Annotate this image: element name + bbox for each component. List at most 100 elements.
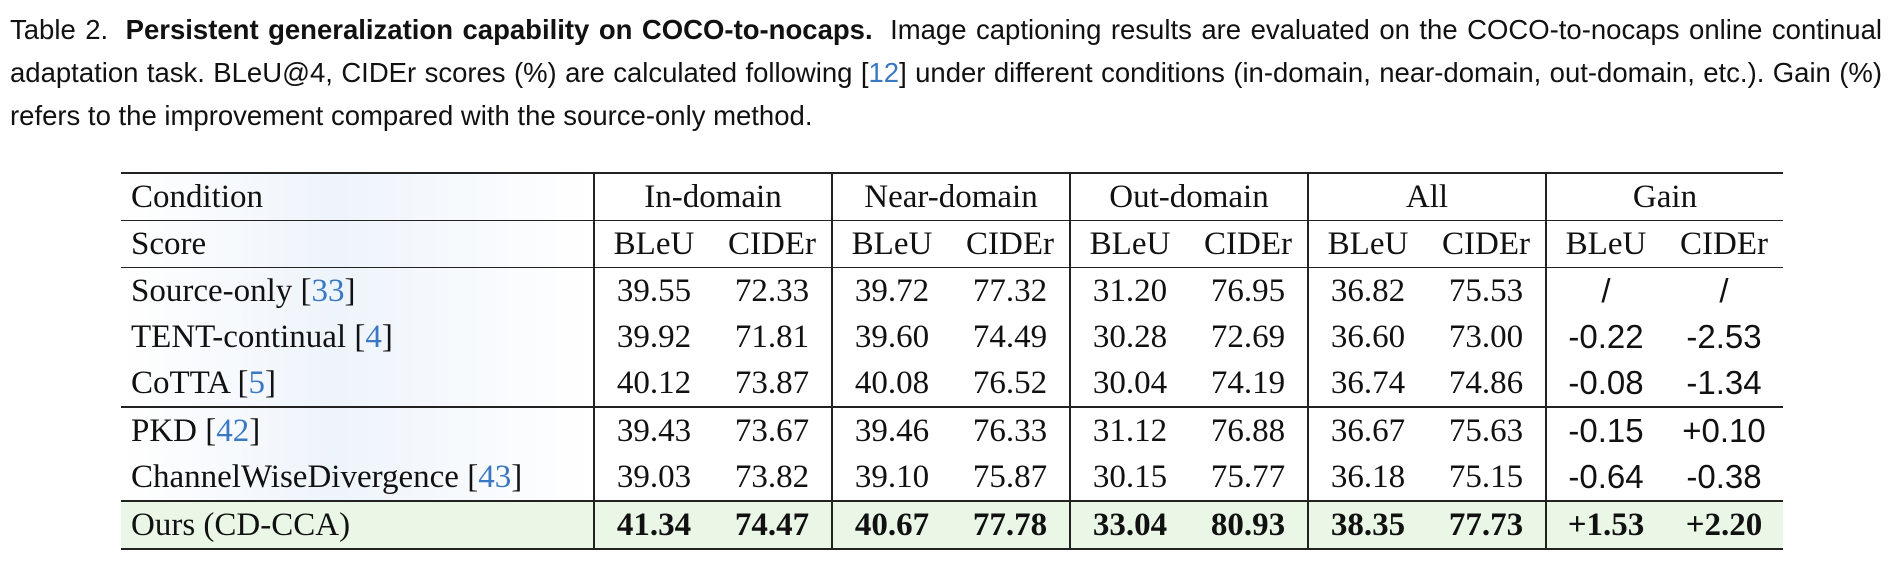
caption-label: Table 2. xyxy=(10,14,109,45)
cell-out-cider: 72.69 xyxy=(1210,319,1286,355)
row-condition: ChannelWiseDivergence [43] xyxy=(121,454,594,501)
cell-in-cider: 73.67 xyxy=(713,406,832,454)
row-condition: Source-only [33] xyxy=(121,267,594,314)
cell-in-cider: 73.82 xyxy=(734,459,810,495)
cell-all-cider: 77.73 xyxy=(1427,500,1546,550)
cell-all-cider: 75.15 xyxy=(1448,459,1524,495)
caption-text-part2: ] under different conditions (in-domain,… xyxy=(10,57,1882,131)
cell-near-cider: 77.78 xyxy=(951,500,1070,550)
cell-gain-cider: / xyxy=(1719,272,1729,309)
row-condition: CoTTA [5] xyxy=(121,360,594,407)
method-citation-link[interactable]: 4 xyxy=(365,319,382,355)
cell-out-cider: 75.77 xyxy=(1210,459,1286,495)
method-name: ChannelWiseDivergence xyxy=(131,459,468,495)
table-row: CoTTA [5] 40.12 73.87 40.08 76.52 30.04 … xyxy=(121,360,1783,407)
header-score: Score xyxy=(121,220,594,268)
cell-out-bleu: 30.04 xyxy=(1069,360,1189,407)
cell-in-cider: 73.87 xyxy=(734,365,810,401)
table-row-ours: Ours (CD-CCA) 41.34 74.47 40.67 77.78 33… xyxy=(121,500,1783,550)
cell-all-bleu: 36.82 xyxy=(1307,267,1427,314)
cell-out-bleu: 31.20 xyxy=(1069,267,1189,314)
method-citation-link[interactable]: 42 xyxy=(216,413,250,449)
cell-gain-bleu: -0.64 xyxy=(1545,454,1665,501)
cell-in-bleu: 39.92 xyxy=(593,314,713,360)
cell-in-bleu: 39.03 xyxy=(593,454,713,501)
table-header-groups: Condition In-domain Near-domain Out-doma… xyxy=(121,172,1783,221)
cell-near-cider: 75.87 xyxy=(972,459,1048,495)
cell-out-bleu: 30.28 xyxy=(1069,314,1189,360)
table-row: PKD [42] 39.43 73.67 39.46 76.33 31.12 7… xyxy=(121,406,1783,454)
cell-out-cider: 76.95 xyxy=(1210,273,1286,309)
cell-in-bleu: 39.43 xyxy=(593,406,713,454)
caption-text-part1: Image captioning results are evaluated o… xyxy=(10,14,1883,88)
header-bleu: BLeU xyxy=(1307,220,1427,268)
cell-all-bleu: 36.18 xyxy=(1307,454,1427,501)
results-table: Condition In-domain Near-domain Out-doma… xyxy=(121,172,1783,550)
caption-citation-link[interactable]: 12 xyxy=(868,57,900,88)
method-name: TENT-continual xyxy=(131,319,355,355)
cell-near-bleu: 39.60 xyxy=(831,314,951,360)
header-cider: CIDEr xyxy=(1665,220,1783,268)
method-name: Source-only xyxy=(131,273,301,309)
row-condition: Ours (CD-CCA) xyxy=(121,500,594,550)
table-row: TENT-continual [4] 39.92 71.81 39.60 74.… xyxy=(121,314,1783,360)
cell-near-cider: 77.32 xyxy=(972,273,1048,309)
cell-out-bleu: 30.15 xyxy=(1069,454,1189,501)
header-bleu: BLeU xyxy=(593,220,713,268)
method-citation-link[interactable]: 5 xyxy=(248,365,265,401)
cell-near-bleu: 39.46 xyxy=(831,406,951,454)
cell-out-cider: 76.88 xyxy=(1189,406,1308,454)
caption-title: Persistent generalization capability on … xyxy=(125,14,873,45)
header-group-near-domain: Near-domain xyxy=(831,172,1070,221)
table-header-metrics: Score BLeU CIDEr BLeU CIDEr BLeU CIDEr B… xyxy=(121,220,1783,268)
header-bleu: BLeU xyxy=(1545,220,1665,268)
table-row: Source-only [33] 39.55 72.33 39.72 77.32… xyxy=(121,267,1783,314)
method-name: CoTTA xyxy=(131,365,238,401)
cell-gain-cider: -2.53 xyxy=(1686,318,1762,355)
cell-in-cider: 74.47 xyxy=(713,500,832,550)
header-bleu: BLeU xyxy=(1069,220,1189,268)
row-condition: PKD [42] xyxy=(121,406,594,454)
cell-in-bleu: 39.55 xyxy=(593,267,713,314)
cell-gain-bleu: +1.53 xyxy=(1545,500,1665,550)
header-cider: CIDEr xyxy=(713,220,832,268)
cell-out-bleu: 31.12 xyxy=(1069,406,1189,454)
cell-out-bleu: 33.04 xyxy=(1069,500,1189,550)
cell-all-cider: 73.00 xyxy=(1448,319,1524,355)
header-group-gain: Gain xyxy=(1545,172,1783,221)
cell-in-bleu: 41.34 xyxy=(593,500,713,550)
cell-near-cider: 74.49 xyxy=(972,319,1048,355)
cell-gain-bleu: -0.08 xyxy=(1545,360,1665,407)
cell-out-cider: 80.93 xyxy=(1189,500,1308,550)
cell-in-cider: 72.33 xyxy=(734,273,810,309)
cell-all-bleu: 36.60 xyxy=(1307,314,1427,360)
cell-near-bleu: 39.10 xyxy=(831,454,951,501)
header-condition: Condition xyxy=(121,172,594,221)
cell-in-bleu: 40.12 xyxy=(593,360,713,407)
cell-in-cider: 71.81 xyxy=(734,319,810,355)
method-citation-link[interactable]: 43 xyxy=(478,459,512,495)
header-cider: CIDEr xyxy=(1427,220,1546,268)
cell-near-bleu: 40.67 xyxy=(831,500,951,550)
cell-near-cider: 76.52 xyxy=(972,365,1048,401)
cell-all-bleu: 36.74 xyxy=(1307,360,1427,407)
cell-gain-cider: +2.20 xyxy=(1665,500,1783,550)
header-cider: CIDEr xyxy=(1189,220,1308,268)
row-condition: TENT-continual [4] xyxy=(121,314,594,360)
cell-gain-bleu: -0.15 xyxy=(1545,406,1665,454)
method-name: Ours (CD-CCA) xyxy=(131,507,351,543)
method-name: PKD xyxy=(131,413,206,449)
header-group-all: All xyxy=(1307,172,1546,221)
cell-near-bleu: 40.08 xyxy=(831,360,951,407)
cell-out-cider: 74.19 xyxy=(1210,365,1286,401)
header-bleu: BLeU xyxy=(831,220,951,268)
cell-gain-cider: +0.10 xyxy=(1665,406,1783,454)
table-row: ChannelWiseDivergence [43] 39.03 73.82 3… xyxy=(121,454,1783,501)
cell-all-cider: 74.86 xyxy=(1448,365,1524,401)
cell-near-bleu: 39.72 xyxy=(831,267,951,314)
cell-gain-cider: -1.34 xyxy=(1686,364,1762,401)
cell-gain-bleu: / xyxy=(1545,267,1665,314)
header-cider: CIDEr xyxy=(951,220,1070,268)
cell-all-cider: 75.53 xyxy=(1448,273,1524,309)
method-citation-link[interactable]: 33 xyxy=(311,273,345,309)
